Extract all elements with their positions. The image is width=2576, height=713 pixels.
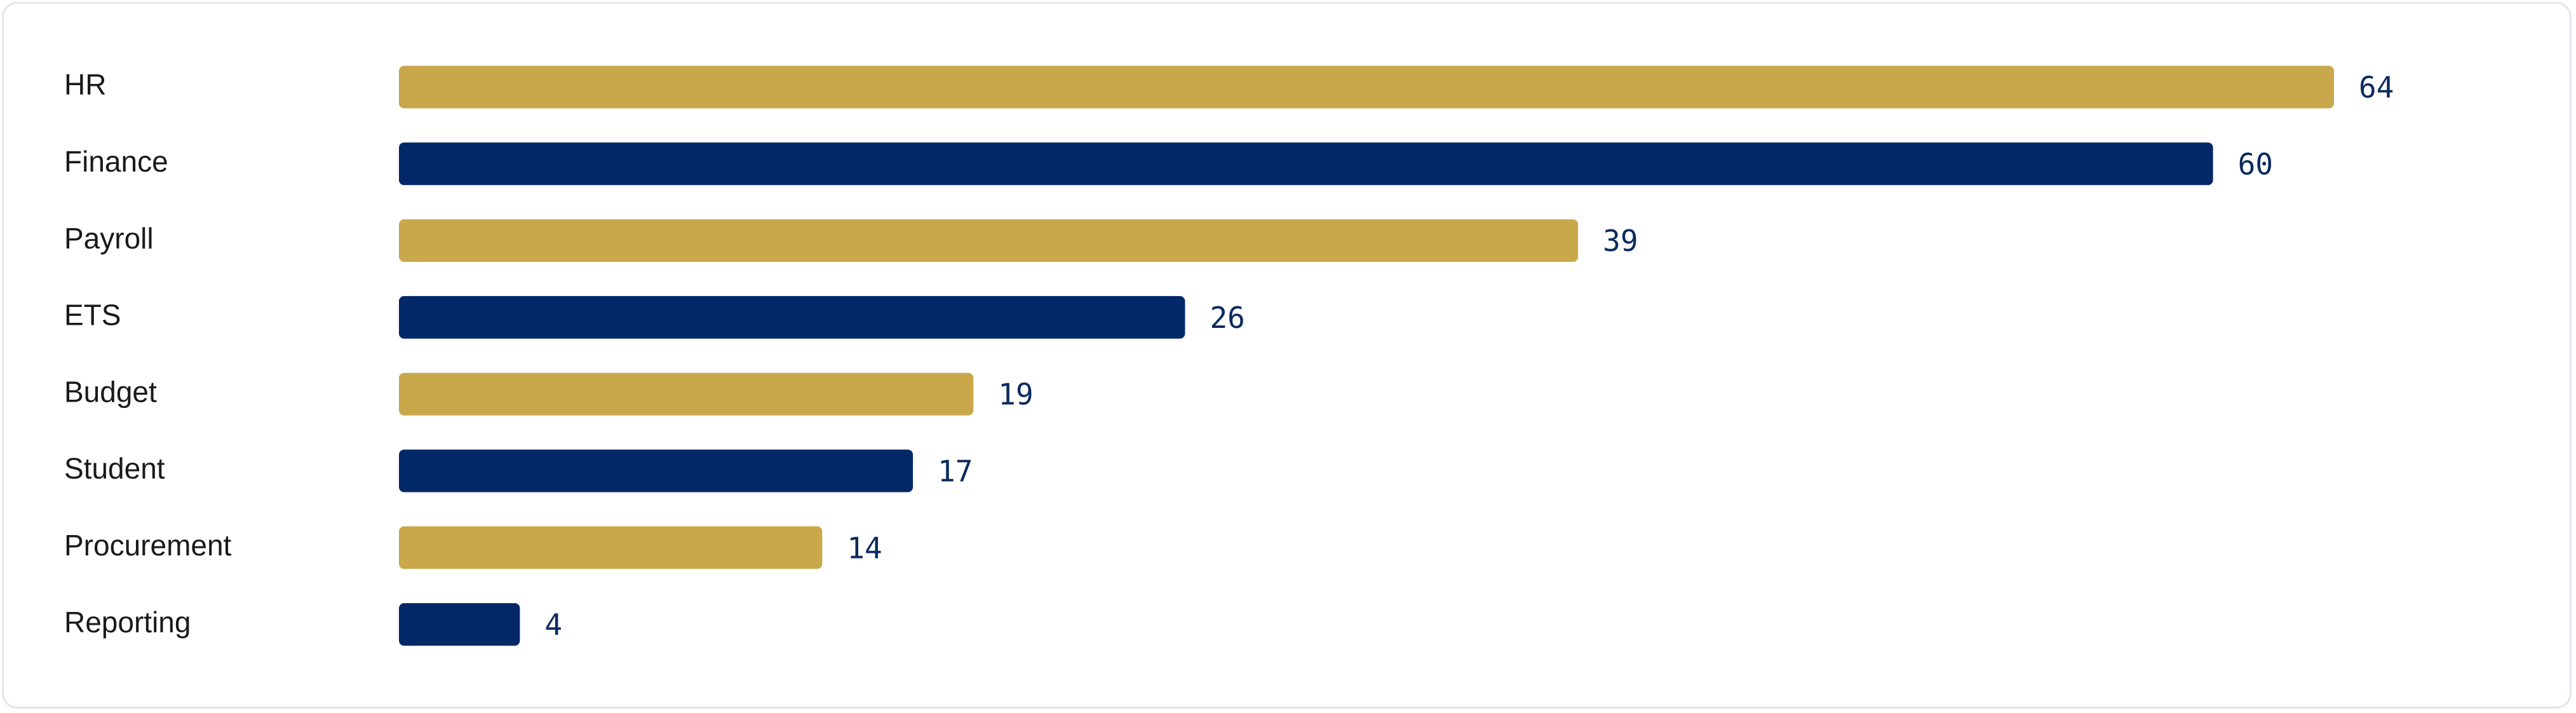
category-label: Procurement	[64, 529, 232, 562]
category-label: HR	[64, 68, 106, 101]
bar	[399, 142, 2213, 186]
category-label: ETS	[64, 299, 121, 332]
category-label: Finance	[64, 145, 168, 178]
value-label: 19	[998, 377, 1033, 412]
value-label: 14	[847, 531, 882, 565]
category-label: Reporting	[64, 606, 191, 639]
value-label: 4	[544, 608, 562, 642]
value-label: 60	[2238, 147, 2273, 181]
bar	[399, 65, 2334, 109]
value-label: 64	[2359, 71, 2394, 105]
category-label: Budget	[64, 375, 157, 408]
value-label: 17	[938, 454, 973, 489]
bar	[399, 603, 520, 646]
bar	[399, 449, 914, 492]
bar	[399, 526, 823, 569]
bar	[399, 295, 1185, 339]
bar	[399, 372, 974, 416]
value-label: 26	[1210, 301, 1244, 335]
category-label: Payroll	[64, 222, 154, 255]
category-label: Student	[64, 452, 165, 485]
bar	[399, 219, 1579, 262]
value-label: 39	[1603, 224, 1638, 258]
